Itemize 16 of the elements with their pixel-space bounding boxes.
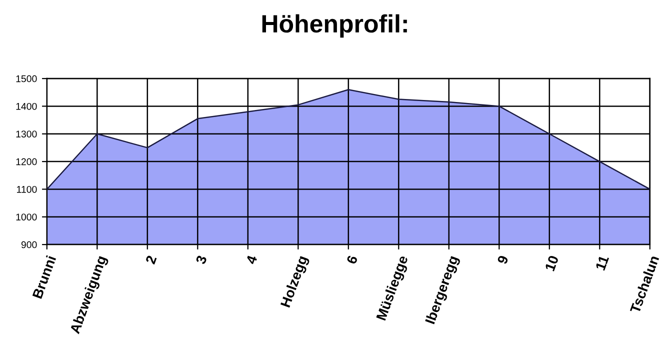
x-tick-label: Brunni bbox=[32, 255, 56, 299]
x-tick-label: 3 bbox=[195, 254, 208, 265]
x-tick-label: 2 bbox=[145, 254, 157, 265]
y-tick-label: 900 bbox=[21, 241, 37, 248]
y-tick-label: 1100 bbox=[17, 186, 37, 193]
y-tick-label: 1000 bbox=[16, 214, 37, 220]
x-tick-label: 10 bbox=[544, 254, 559, 272]
x-tick-label: 6 bbox=[346, 254, 358, 265]
x-tick-label: 9 bbox=[497, 254, 509, 265]
x-tick-label: 4 bbox=[246, 254, 258, 265]
y-tick-label: 1400 bbox=[16, 102, 37, 110]
y-tick-label: 1200 bbox=[16, 158, 37, 166]
x-tick-label: 11 bbox=[595, 254, 609, 271]
chart-title: Höhenprofil: bbox=[262, 14, 407, 38]
y-tick-label: 1500 bbox=[16, 75, 37, 82]
y-tick-label: 1300 bbox=[16, 130, 37, 138]
